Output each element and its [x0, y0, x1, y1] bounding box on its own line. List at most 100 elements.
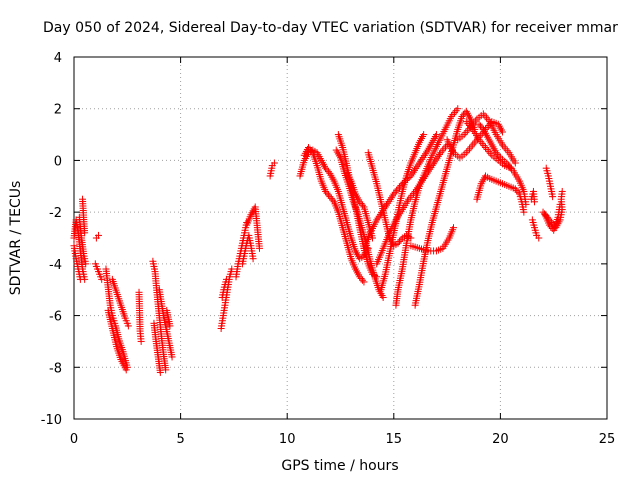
data-point: [547, 223, 555, 231]
data-point: [540, 210, 548, 218]
data-point: [356, 273, 364, 281]
data-point: [324, 191, 332, 199]
data-points: [70, 105, 566, 376]
data-point: [481, 112, 489, 120]
data-point: [465, 145, 473, 153]
data-point: [469, 141, 477, 149]
x-tick-label: 20: [492, 432, 509, 447]
data-point: [454, 105, 462, 113]
data-point: [549, 193, 557, 201]
data-point: [451, 109, 459, 117]
data-point: [511, 159, 519, 167]
data-point: [464, 147, 472, 155]
data-point: [502, 145, 510, 153]
data-point: [452, 107, 460, 115]
data-point: [95, 231, 103, 239]
data-point: [122, 366, 130, 374]
data-point: [81, 229, 89, 237]
y-tick-label: -6: [49, 310, 62, 325]
data-point: [462, 129, 470, 137]
data-point: [511, 185, 519, 193]
data-point: [480, 142, 488, 150]
y-tick-label: 2: [54, 103, 62, 118]
data-point: [391, 188, 399, 196]
data-point: [499, 128, 507, 136]
data-point: [535, 234, 543, 242]
data-point: [98, 275, 106, 283]
data-point: [356, 198, 364, 206]
data-point: [322, 187, 330, 195]
data-point: [359, 276, 367, 284]
data-point: [472, 137, 480, 145]
data-point: [166, 322, 174, 330]
data-point: [449, 224, 457, 232]
data-point: [156, 368, 164, 376]
data-point: [513, 187, 521, 195]
data-point: [467, 143, 475, 151]
data-point: [323, 166, 331, 174]
x-tick-label: 10: [279, 432, 296, 447]
data-point: [394, 239, 402, 247]
data-point: [124, 322, 132, 330]
data-point: [407, 234, 415, 242]
data-point: [545, 221, 553, 229]
data-point: [397, 236, 405, 244]
data-point: [481, 144, 489, 151]
x-tick-label: 0: [70, 432, 78, 447]
data-point: [324, 168, 332, 176]
data-point: [322, 164, 330, 172]
data-point: [558, 187, 566, 195]
grid-layer: [74, 57, 607, 419]
data-point: [478, 124, 486, 132]
y-tick-label: 0: [54, 154, 62, 169]
x-tick-label: 5: [176, 432, 184, 447]
data-point: [323, 189, 331, 197]
data-point: [359, 201, 367, 209]
data-point: [458, 112, 466, 120]
x-tick-labels: 0 5 10 15 20 25: [70, 432, 615, 447]
data-point: [373, 273, 381, 281]
data-point: [470, 139, 478, 147]
y-tick-label: -8: [49, 361, 62, 376]
data-point: [222, 275, 230, 283]
data-point: [432, 131, 440, 139]
data-point: [440, 145, 448, 153]
data-point: [255, 244, 263, 252]
data-point: [506, 163, 514, 171]
data-point: [393, 187, 401, 195]
tick-layer: [73, 56, 608, 420]
data-point: [270, 159, 278, 167]
data-point: [395, 237, 403, 245]
data-point: [520, 208, 528, 216]
data-point: [514, 188, 522, 196]
x-axis-label: GPS time / hours: [281, 458, 398, 474]
data-point: [82, 260, 90, 268]
data-point: [306, 145, 314, 153]
data-point: [368, 234, 376, 242]
data-point: [492, 149, 500, 157]
data-point: [329, 196, 337, 204]
x-tick-label: 15: [386, 432, 403, 447]
y-tick-label: -2: [49, 206, 62, 221]
data-point: [357, 200, 365, 208]
y-axis-label: SDTVAR / TECUs: [8, 181, 24, 296]
data-point: [360, 278, 368, 286]
data-point: [531, 198, 539, 206]
data-point: [137, 337, 145, 345]
data-point: [357, 275, 365, 283]
data-point: [76, 275, 84, 283]
y-tick-label: 4: [54, 51, 62, 66]
y-tick-label: -4: [49, 258, 62, 273]
data-point: [327, 194, 335, 202]
data-point: [379, 293, 387, 301]
data-point: [495, 152, 503, 160]
data-point: [475, 120, 483, 128]
data-point: [494, 150, 502, 158]
data-point: [390, 190, 398, 198]
data-point: [556, 200, 564, 208]
data-point: [326, 193, 334, 201]
x-tick-label: 25: [599, 432, 616, 447]
data-point: [307, 147, 315, 155]
y-tick-label: -10: [41, 413, 62, 428]
